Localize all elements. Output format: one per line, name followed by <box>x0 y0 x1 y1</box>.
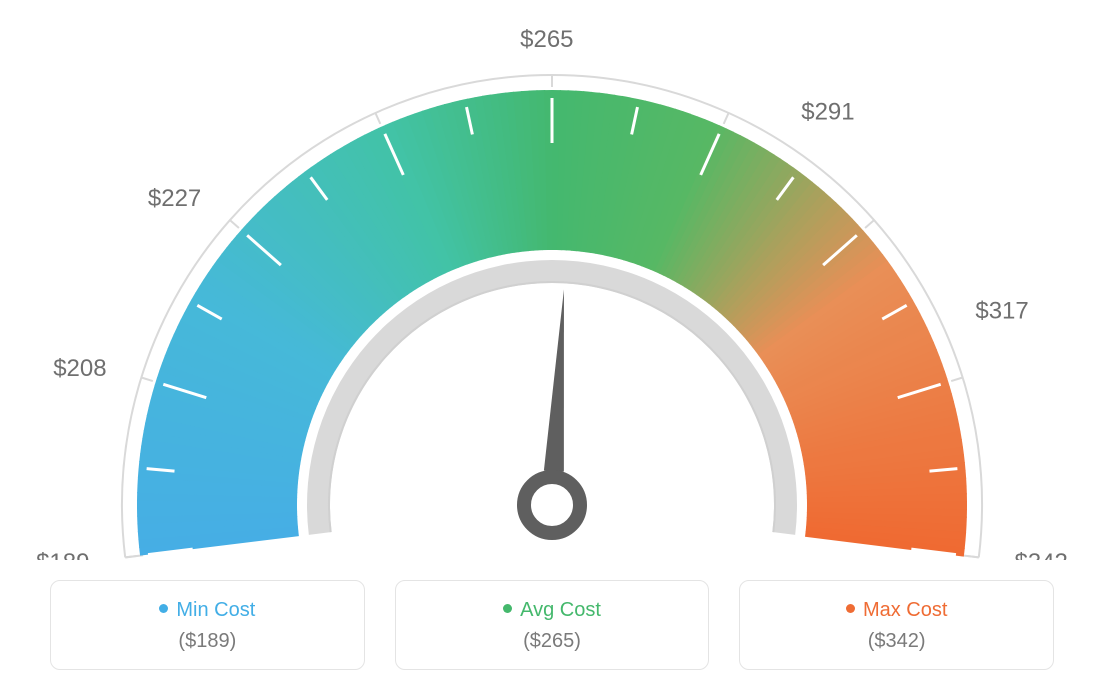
gauge-tick-outer <box>967 556 979 557</box>
legend-avg-label-text: Avg Cost <box>520 599 601 621</box>
legend-max-dot <box>846 604 855 613</box>
cost-gauge-widget: $189 $208 $227 $265 $291 $317 $342 Min Cost ($… <box>0 0 1104 690</box>
gauge-tick-label: $265 <box>520 26 573 53</box>
gauge-tick-outer <box>375 113 380 124</box>
gauge-needle-hub <box>524 477 580 533</box>
gauge-tick-outer <box>951 377 962 381</box>
legend-min-dot <box>159 604 168 613</box>
legend-min-label: Min Cost <box>61 599 354 622</box>
gauge-tick-outer <box>141 377 152 381</box>
gauge-tick-label: $342 <box>1015 549 1068 560</box>
gauge-tick-label: $208 <box>53 355 106 382</box>
gauge-tick-label: $317 <box>975 297 1028 324</box>
legend-avg-label: Avg Cost <box>406 599 699 622</box>
legend-card-min: Min Cost ($189) <box>50 580 365 670</box>
legend-card-max: Max Cost ($342) <box>739 580 1054 670</box>
gauge-tick-outer <box>230 220 239 228</box>
legend-card-avg: Avg Cost ($265) <box>395 580 710 670</box>
gauge-color-band <box>137 90 967 557</box>
legend-avg-dot <box>503 604 512 613</box>
legend-max-label-text: Max Cost <box>863 599 947 621</box>
gauge-svg: $189 $208 $227 $265 $291 $317 $342 <box>0 0 1104 560</box>
gauge-area: $189 $208 $227 $265 $291 $317 $342 <box>0 0 1104 560</box>
legend-row: Min Cost ($189) Avg Cost ($265) Max Cost… <box>50 580 1054 670</box>
gauge-tick-outer <box>724 113 729 124</box>
legend-avg-value: ($265) <box>406 630 699 653</box>
legend-max-label: Max Cost <box>750 599 1043 622</box>
gauge-tick-label: $227 <box>148 185 201 212</box>
legend-max-value: ($342) <box>750 630 1043 653</box>
gauge-tick-label: $291 <box>801 98 854 125</box>
gauge-tick-label: $189 <box>36 549 89 560</box>
gauge-tick-outer <box>125 556 137 557</box>
gauge-tick-outer <box>865 220 874 228</box>
gauge-needle <box>544 289 564 471</box>
legend-min-label-text: Min Cost <box>176 599 255 621</box>
legend-min-value: ($189) <box>61 630 354 653</box>
